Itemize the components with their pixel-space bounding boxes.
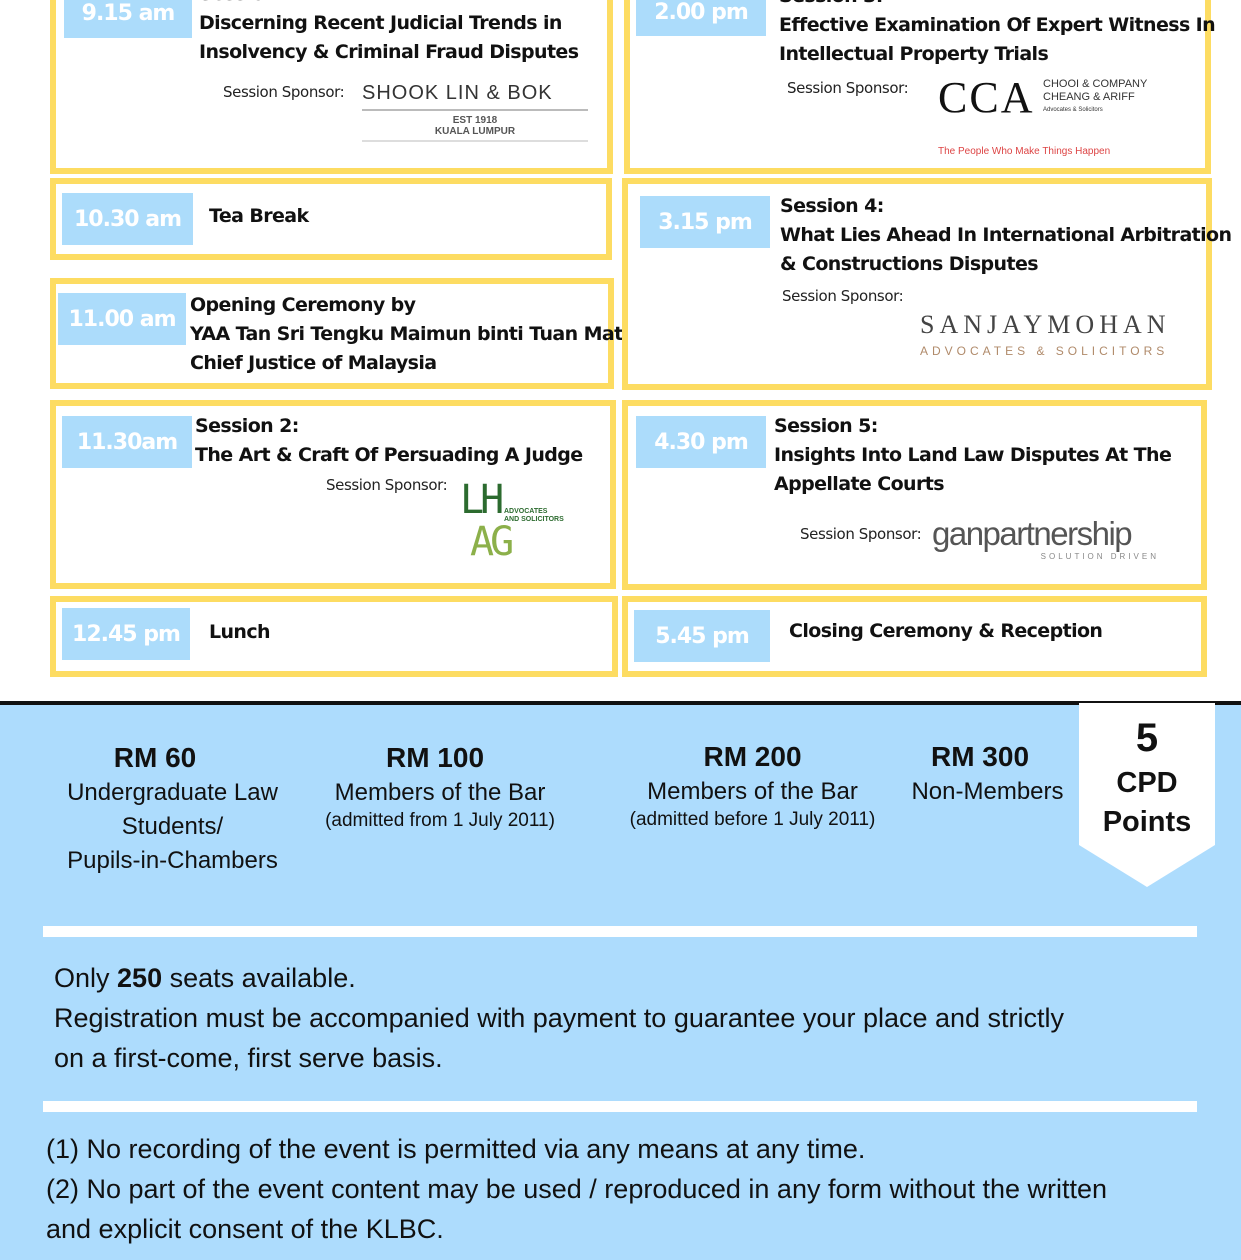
session-title: Session 1:Discerning Recent Judicial Tre… — [199, 0, 579, 63]
sponsor-label: Session Sponsor: — [782, 287, 904, 305]
sponsor-label: Session Sponsor: — [223, 83, 345, 101]
time-badge: 2.00 pm — [636, 0, 766, 36]
seats-info: Only 250 seats available. Registration m… — [54, 963, 1065, 1073]
sponsor-logo-lhag: LH AG ADVOCATES AND SOLICITORS — [460, 477, 564, 565]
time-badge: 5.45 pm — [634, 610, 770, 662]
divider — [0, 701, 1241, 705]
session-title: Session 2: The Art & Craft Of Persuading … — [195, 415, 583, 466]
sponsor-label: Session Sponsor: — [326, 476, 448, 494]
cpd-points: 5 CPD Points — [1102, 716, 1192, 838]
time-badge: 10.30 am — [62, 193, 193, 245]
session-title: Lunch — [209, 621, 271, 643]
time-badge: 9.15 am — [64, 0, 192, 38]
price-undergrad: RM 60 Undergraduate Law Students/Pupils-i… — [67, 742, 278, 874]
time-badge: 12.45 pm — [62, 608, 190, 660]
session-title: Closing Ceremony & Reception — [789, 620, 1103, 642]
session-title: Session 3:Effective Examination Of Exper… — [779, 0, 1216, 65]
sponsor-logo-ganpartnership: ganpartnership SOLUTION DRIVEN — [932, 515, 1159, 562]
sponsor-label: Session Sponsor: — [800, 525, 922, 543]
time-badge: 3.15 pm — [640, 196, 770, 248]
session-title: Session 5: Insights Into Land Law Dispute… — [774, 415, 1172, 495]
price-members-new: RM 100 Members of the Bar (admitted from… — [325, 742, 555, 831]
sponsor-logo-cca: CCA CHOOI & COMPANY CHEANG & ARIFF Advocat… — [938, 73, 1148, 157]
session-title: Tea Break — [209, 205, 309, 227]
event-rules: (1) No recording of the event is permitt… — [46, 1134, 1108, 1244]
time-badge: 11.00 am — [58, 293, 186, 345]
sponsor-logo-shook-lin-bok: SHOOK LIN & BOK EST 1918 KUALA LUMPUR — [362, 82, 588, 142]
price-members-old: RM 200 Members of the Bar (admitted befo… — [629, 741, 876, 830]
time-badge: 4.30 pm — [636, 416, 766, 468]
sponsor-label: Session Sponsor: — [787, 79, 909, 97]
session-title: Opening Ceremony by YAA Tan Sri Tengku Ma… — [190, 294, 630, 374]
divider — [43, 1101, 1197, 1112]
cpd-badge — [1079, 703, 1215, 887]
session-title: Session 4: What Lies Ahead In Internation… — [780, 195, 1232, 275]
time-badge: 11.30am — [62, 416, 192, 468]
sponsor-logo-sanjaymohan: SANJAYMOHAN ADVOCATES & SOLICITORS — [920, 310, 1171, 358]
divider — [43, 926, 1197, 937]
price-non-members: RM 300 Non-Members — [911, 741, 1064, 805]
pricing-section — [0, 705, 1241, 1260]
